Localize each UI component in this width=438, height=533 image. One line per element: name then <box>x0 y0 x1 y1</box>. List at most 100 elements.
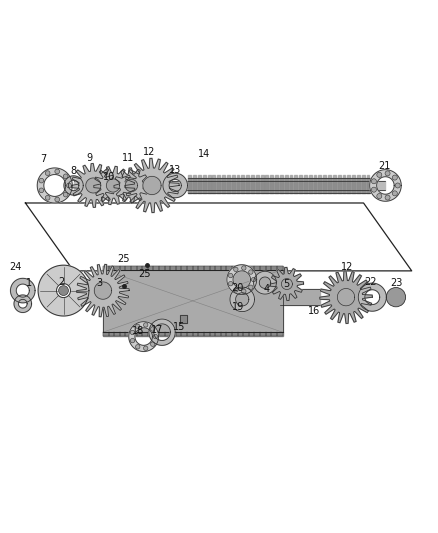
Polygon shape <box>143 176 161 195</box>
Text: 1: 1 <box>26 278 32 288</box>
Polygon shape <box>94 282 112 299</box>
Circle shape <box>135 324 140 328</box>
Polygon shape <box>159 265 165 270</box>
Text: 18: 18 <box>132 326 145 336</box>
Text: 19: 19 <box>232 302 244 312</box>
Text: 15: 15 <box>173 322 185 332</box>
Polygon shape <box>266 265 271 270</box>
Polygon shape <box>181 332 187 336</box>
Polygon shape <box>215 265 221 270</box>
Polygon shape <box>198 332 204 336</box>
Circle shape <box>386 287 406 307</box>
Polygon shape <box>232 332 238 336</box>
Polygon shape <box>137 265 142 270</box>
Polygon shape <box>271 265 277 270</box>
Polygon shape <box>198 265 204 270</box>
Text: 21: 21 <box>378 161 391 171</box>
Polygon shape <box>153 265 159 270</box>
Polygon shape <box>38 265 89 316</box>
Polygon shape <box>243 332 249 336</box>
Polygon shape <box>237 265 243 270</box>
Circle shape <box>392 175 397 180</box>
Polygon shape <box>148 332 153 336</box>
Circle shape <box>392 191 397 196</box>
Circle shape <box>371 179 376 184</box>
Polygon shape <box>209 332 215 336</box>
Polygon shape <box>131 332 137 336</box>
Polygon shape <box>142 332 148 336</box>
Text: 2: 2 <box>58 277 64 287</box>
Polygon shape <box>277 265 283 270</box>
Text: 10: 10 <box>103 172 116 182</box>
Polygon shape <box>11 278 35 303</box>
Polygon shape <box>170 265 176 270</box>
Polygon shape <box>260 265 266 270</box>
Polygon shape <box>170 332 176 336</box>
Polygon shape <box>226 265 232 270</box>
Polygon shape <box>163 173 187 198</box>
Circle shape <box>59 286 68 295</box>
Text: 24: 24 <box>10 262 22 272</box>
Polygon shape <box>358 283 386 311</box>
Circle shape <box>55 197 60 202</box>
Text: 14: 14 <box>198 149 210 159</box>
Polygon shape <box>221 265 226 270</box>
Polygon shape <box>142 265 148 270</box>
Circle shape <box>39 188 44 193</box>
Polygon shape <box>125 158 179 213</box>
Polygon shape <box>120 265 125 270</box>
Polygon shape <box>125 332 131 336</box>
Polygon shape <box>215 332 221 336</box>
Circle shape <box>39 178 44 183</box>
Polygon shape <box>204 332 209 336</box>
Circle shape <box>67 183 71 188</box>
Circle shape <box>242 289 246 294</box>
Polygon shape <box>94 166 132 205</box>
Circle shape <box>233 267 238 272</box>
Text: 16: 16 <box>307 306 320 316</box>
Polygon shape <box>249 265 254 270</box>
Polygon shape <box>120 332 125 336</box>
Polygon shape <box>165 332 170 336</box>
Circle shape <box>371 187 376 192</box>
Text: 7: 7 <box>41 154 47 164</box>
Polygon shape <box>254 265 260 270</box>
Text: 9: 9 <box>87 153 93 163</box>
Polygon shape <box>153 332 159 336</box>
Circle shape <box>249 285 253 289</box>
Polygon shape <box>149 319 175 345</box>
Circle shape <box>377 193 382 199</box>
Polygon shape <box>165 265 170 270</box>
Circle shape <box>144 322 148 327</box>
Text: 17: 17 <box>151 325 163 335</box>
Polygon shape <box>187 265 193 270</box>
Polygon shape <box>271 332 277 336</box>
Polygon shape <box>37 168 72 203</box>
Circle shape <box>63 174 68 179</box>
Polygon shape <box>209 265 215 270</box>
Text: 3: 3 <box>97 278 103 288</box>
Circle shape <box>55 169 60 174</box>
Polygon shape <box>193 265 198 270</box>
Polygon shape <box>109 265 114 270</box>
Text: 13: 13 <box>169 165 181 175</box>
Circle shape <box>229 281 233 286</box>
Polygon shape <box>320 271 372 324</box>
Polygon shape <box>226 332 232 336</box>
Polygon shape <box>230 287 254 312</box>
Polygon shape <box>114 265 120 270</box>
Polygon shape <box>270 268 304 301</box>
Polygon shape <box>232 265 238 270</box>
Polygon shape <box>181 265 187 270</box>
Text: 25: 25 <box>138 269 151 279</box>
Circle shape <box>131 338 135 343</box>
Polygon shape <box>176 265 181 270</box>
Polygon shape <box>277 332 283 336</box>
Text: 20: 20 <box>232 282 244 293</box>
Circle shape <box>385 195 390 200</box>
Polygon shape <box>249 332 254 336</box>
Polygon shape <box>64 176 83 195</box>
Circle shape <box>377 172 382 177</box>
Circle shape <box>229 273 233 278</box>
Circle shape <box>233 288 238 292</box>
